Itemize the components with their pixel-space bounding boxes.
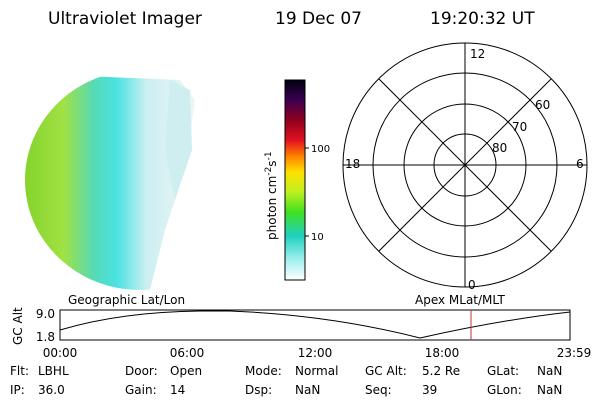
info-value: 14 <box>170 383 185 397</box>
y-tick-label: 9.0 <box>36 307 55 321</box>
info-value: NaN <box>295 383 320 397</box>
mlt-label: 12 <box>470 47 485 61</box>
polar-grid: 12 18 6 0 60 70 80 <box>342 42 588 292</box>
orbit-title: Geographic Lat/Lon <box>68 293 185 307</box>
colorbar <box>284 79 306 281</box>
date: 19 Dec 07 <box>275 9 362 29</box>
x-tick-label: 00:00 <box>43 346 78 360</box>
info-label: GLat: <box>487 364 519 378</box>
header: Ultraviolet Imager 19 Dec 07 19:20:32 UT <box>48 9 535 29</box>
info-label: GLon: <box>487 383 522 397</box>
x-tick-label: 18:00 <box>425 346 460 360</box>
info-value: 39 <box>422 383 437 397</box>
info-value: LBHL <box>38 364 69 378</box>
info-value: NaN <box>537 364 562 378</box>
info-panel: Flt: LBHL Door: Open Mode: Normal GC Alt: 5.2 R… <box>10 364 562 397</box>
mlt-label: 6 <box>576 157 584 171</box>
y-label: GC Alt <box>11 307 25 345</box>
info-label: GC Alt: <box>365 364 407 378</box>
colorbar-unit: photon cm-2s-1 <box>264 151 279 240</box>
auroral-image <box>25 75 195 290</box>
time: 19:20:32 UT <box>430 9 535 29</box>
title: Ultraviolet Imager <box>48 9 202 29</box>
orbit-frame <box>59 309 571 341</box>
x-tick-label: 06:00 <box>170 346 205 360</box>
info-label: Mode: <box>245 364 282 378</box>
x-tick-label: 23:59 <box>557 346 592 360</box>
info-label: Flt: <box>10 364 29 378</box>
info-value: NaN <box>537 383 562 397</box>
lat-label: 80 <box>492 141 507 155</box>
info-label: Dsp: <box>245 383 272 397</box>
lat-label: 60 <box>535 98 550 112</box>
info-value: Normal <box>295 364 338 378</box>
mlt-label: 0 <box>468 278 476 292</box>
x-tick-label: 12:00 <box>298 346 333 360</box>
colorbar-tick-label: 10 <box>311 232 324 243</box>
info-label: Seq: <box>365 383 392 397</box>
info-label: Door: <box>125 364 158 378</box>
orbit-title: Apex MLat/MLT <box>415 293 505 307</box>
mlt-label: 18 <box>345 157 360 171</box>
lat-label: 70 <box>512 120 527 134</box>
info-label: Gain: <box>125 383 157 397</box>
colorbar-tick-label: 100 <box>311 144 330 155</box>
info-value: 5.2 Re <box>422 364 460 378</box>
info-value: 36.0 <box>38 383 65 397</box>
orbit-plot: Geographic Lat/Lon Apex MLat/MLT GC Alt … <box>11 293 591 360</box>
y-tick-label: 1.8 <box>36 330 55 344</box>
info-label: IP: <box>10 383 25 397</box>
info-value: Open <box>170 364 202 378</box>
